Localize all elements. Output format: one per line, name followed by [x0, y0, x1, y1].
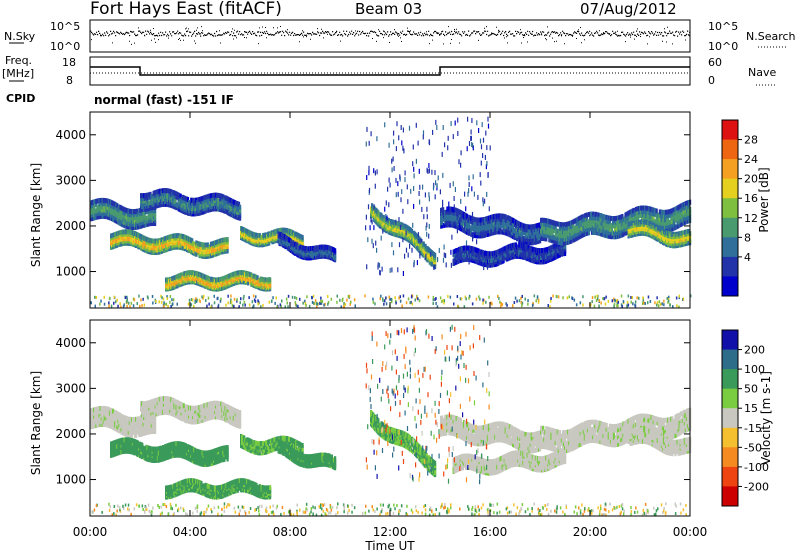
power-echoes: [90, 117, 692, 309]
freq-label-line1: Freq.: [5, 54, 32, 67]
echo-cell: [586, 213, 588, 218]
echo-cell: [431, 262, 433, 267]
nsearch-tick-high: 10^5: [708, 20, 738, 33]
nsearch-label: N.Search: [746, 30, 796, 43]
echo-cell: [434, 253, 436, 258]
nsky-tick-high: 10^5: [50, 20, 80, 33]
echo-cell: [188, 200, 190, 205]
freq-panel: [90, 57, 690, 85]
freq-trace: [90, 67, 690, 75]
station-title: Fort Hays East (fitACF): [90, 0, 282, 19]
echo-cell: [490, 251, 492, 256]
nsky-tick-low: 10^0: [50, 40, 80, 53]
cpid-label: CPID: [6, 92, 35, 105]
nsky-label: N.Sky: [4, 30, 36, 43]
echo-cell: [269, 277, 271, 282]
nsky-dots: [90, 26, 690, 45]
nave-tick-low: 0: [708, 74, 715, 87]
echo-cell: [302, 235, 304, 240]
nave-label: Nave: [748, 66, 776, 79]
freq-label-line2: [MHz]: [2, 67, 34, 80]
nave-tick-high: 60: [708, 56, 722, 69]
nsearch-tick-low: 10^0: [708, 40, 738, 53]
echo-cell: [227, 237, 229, 242]
beam-label: Beam 03: [355, 0, 422, 18]
echo-cell: [239, 205, 241, 210]
echo-cell: [334, 248, 336, 253]
freq-tick-low: 8: [66, 74, 73, 87]
date-label: 07/Aug/2012: [580, 0, 677, 18]
freq-tick-high: 18: [62, 56, 76, 69]
echo-cell: [473, 217, 475, 222]
echo-cell: [411, 229, 413, 234]
echo-cell: [561, 252, 563, 257]
echo-cell: [603, 214, 605, 219]
echo-cell: [207, 242, 209, 247]
echo-cell: [227, 249, 229, 254]
cpid-text: normal (fast) -151 IF: [94, 93, 234, 107]
nsky-trace: [90, 26, 690, 45]
